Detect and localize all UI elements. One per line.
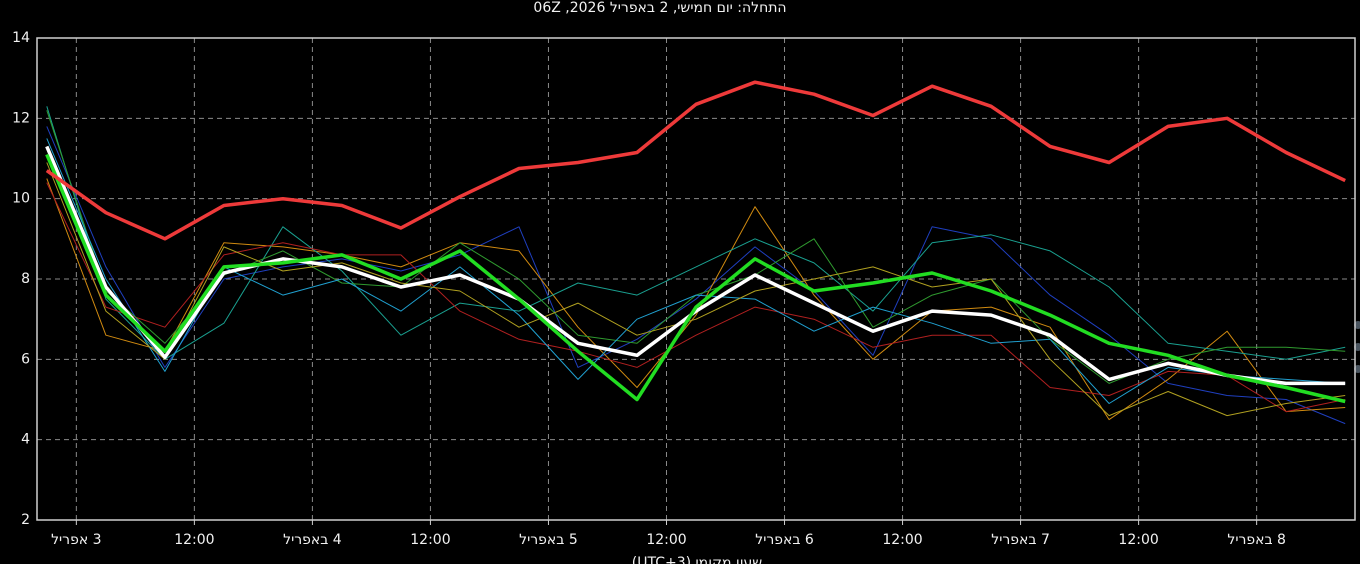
- y-tick-label: 12: [12, 110, 30, 126]
- x-tick-label: 4 באפריל: [283, 532, 342, 548]
- x-tick-label: 12:00: [882, 532, 922, 548]
- y-tick-label: 8: [21, 271, 30, 287]
- x-tick-label: 7 באפריל: [991, 532, 1050, 548]
- x-tick-label: 12:00: [410, 532, 450, 548]
- y-tick-label: 4: [21, 432, 30, 448]
- series-line: [45, 80, 1346, 241]
- series-line: [46, 126, 1346, 425]
- series-line: [45, 153, 1346, 404]
- x-tick-label: 12:00: [174, 532, 214, 548]
- x-tick-label: 5 באפריל: [519, 532, 578, 548]
- x-axis-label: שעון מקומי (UTC+3): [632, 555, 763, 564]
- y-tick-label: 14: [12, 30, 30, 46]
- y-tick-label: 10: [12, 191, 30, 207]
- x-tick-label: 3 אפריל: [51, 532, 101, 548]
- series-line: [46, 182, 1346, 413]
- x-tick-label: 8 באפריל: [1227, 532, 1286, 548]
- x-tick-label: 6 באפריל: [755, 532, 814, 548]
- series-line: [46, 178, 1346, 421]
- chart-title: התחלה: יום חמישי, 2 באפריל 2026, 06Z: [533, 0, 786, 16]
- x-tick-label: 12:00: [1118, 532, 1158, 548]
- y-tick-label: 2: [21, 512, 30, 528]
- x-tick-label: 12:00: [646, 532, 686, 548]
- y-tick-label: 6: [21, 351, 30, 367]
- series-line: [46, 138, 1346, 404]
- plot-frame: [36, 37, 1356, 521]
